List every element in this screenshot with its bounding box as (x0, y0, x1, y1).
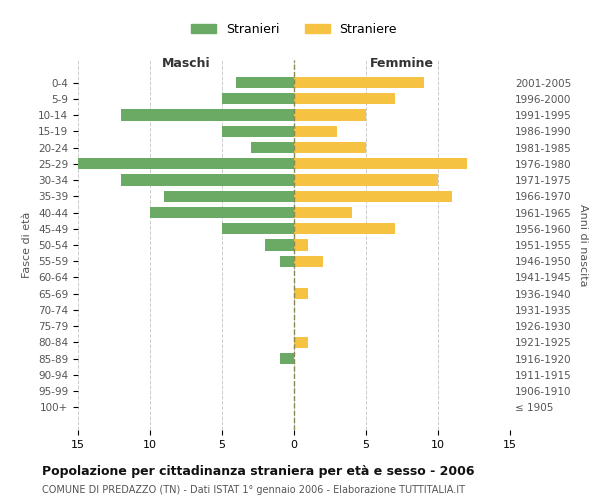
Bar (294, 174, 438, 186)
Text: Femmine: Femmine (370, 56, 434, 70)
Bar (294, 142, 366, 153)
Bar (265, 240, 294, 250)
Bar (294, 256, 323, 267)
Legend: Stranieri, Straniere: Stranieri, Straniere (186, 18, 402, 41)
Bar (294, 207, 352, 218)
Bar (121, 110, 294, 120)
Text: Popolazione per cittadinanza straniera per età e sesso - 2006: Popolazione per cittadinanza straniera p… (42, 465, 475, 478)
Bar (294, 190, 452, 202)
Bar (294, 337, 308, 348)
Bar (280, 353, 294, 364)
Bar (121, 174, 294, 186)
Bar (236, 77, 294, 88)
Bar (222, 223, 294, 234)
Text: COMUNE DI PREDAZZO (TN) - Dati ISTAT 1° gennaio 2006 - Elaborazione TUTTITALIA.I: COMUNE DI PREDAZZO (TN) - Dati ISTAT 1° … (42, 485, 465, 495)
Bar (78, 158, 294, 170)
Bar (164, 190, 294, 202)
Bar (294, 223, 395, 234)
Bar (294, 110, 366, 120)
Bar (294, 288, 308, 300)
Bar (294, 77, 424, 88)
Bar (251, 142, 294, 153)
Bar (294, 240, 308, 250)
Bar (294, 126, 337, 137)
Bar (294, 93, 395, 104)
Bar (222, 126, 294, 137)
Bar (294, 158, 467, 170)
Y-axis label: Anni di nascita: Anni di nascita (578, 204, 588, 286)
Bar (150, 207, 294, 218)
Bar (280, 256, 294, 267)
Bar (222, 93, 294, 104)
Y-axis label: Fasce di età: Fasce di età (22, 212, 32, 278)
Text: Maschi: Maschi (161, 56, 211, 70)
